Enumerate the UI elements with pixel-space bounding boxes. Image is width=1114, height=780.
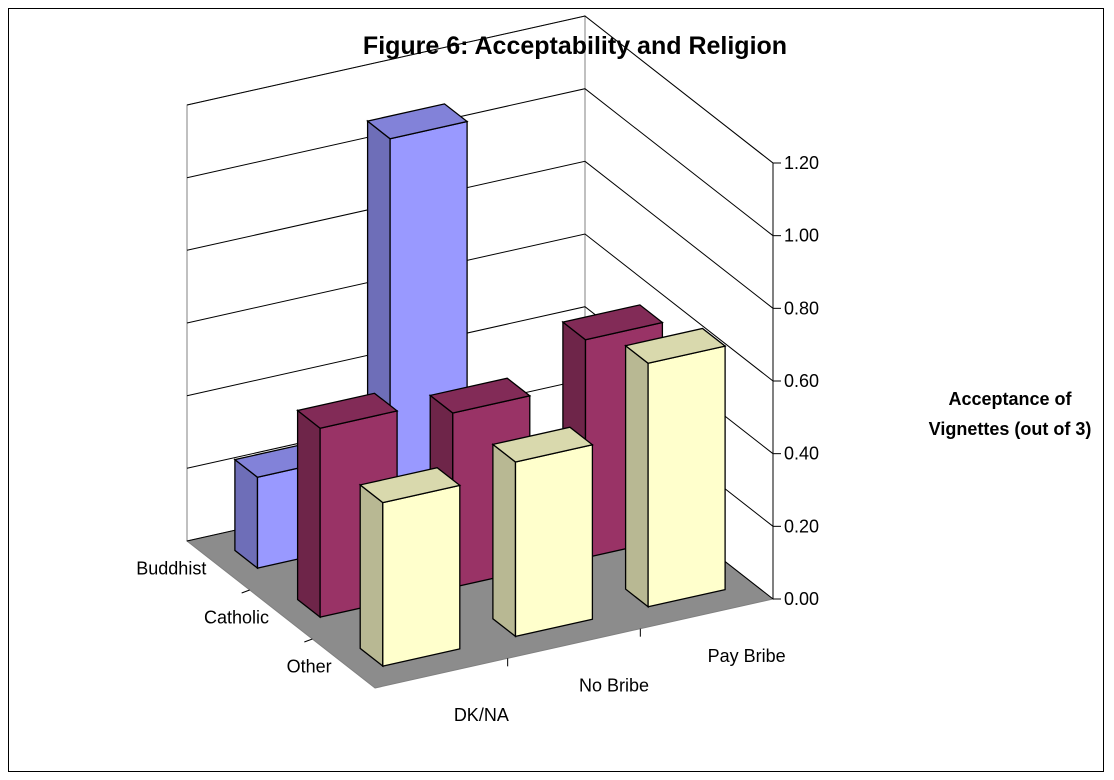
bar-top-face	[358, 466, 462, 504]
bar-front-face	[514, 443, 594, 638]
labels: 0.00 0.20 0.40 0.60 0.80 1.00 1.20 DK/NA No Brib…	[136, 153, 819, 725]
bars	[233, 103, 727, 668]
bar-side-face	[296, 409, 321, 619]
y-tick-label: 0.20	[784, 516, 819, 536]
bar-front-face	[382, 484, 461, 667]
z-tick-mark	[304, 638, 313, 643]
gridline	[186, 88, 774, 237]
gridline	[186, 233, 774, 382]
gridline	[186, 160, 774, 309]
y-tick-label: 0.60	[784, 371, 819, 391]
y-tick-label: 0.00	[784, 589, 819, 609]
z-tick-mark	[241, 589, 250, 594]
category-label: DK/NA	[454, 705, 509, 725]
series-label: Buddhist	[136, 559, 206, 579]
y-axis-label-line-1: Acceptance of	[948, 389, 1072, 409]
category-label: Pay Bribe	[708, 646, 786, 666]
series-label: Other	[287, 657, 332, 677]
y-axis-label-line-2: Vignettes (out of 3)	[929, 419, 1092, 439]
bar-side-face	[359, 483, 384, 668]
y-tick-label: 1.00	[784, 226, 819, 246]
bar-other-pay-bribe	[624, 327, 727, 609]
bar-side-face	[624, 344, 649, 609]
bar-top-face	[428, 377, 532, 414]
series-label: Catholic	[204, 608, 269, 628]
gridline	[186, 15, 774, 164]
bar-top-face	[561, 304, 664, 341]
category-label: No Bribe	[579, 676, 649, 696]
bar-top-face	[296, 392, 399, 429]
bar-side-face	[492, 443, 517, 638]
chart-title: Figure 6: Acceptability and Religion	[363, 32, 787, 60]
bar-top-face	[366, 103, 469, 140]
bar-other-dk-na	[358, 466, 462, 668]
bar-side-face	[234, 458, 259, 570]
bar-top-face	[624, 327, 727, 365]
y-tick-label: 1.20	[784, 153, 819, 173]
bar-other-no-bribe	[491, 426, 594, 638]
y-tick-label: 0.40	[784, 444, 819, 464]
bar-top-face	[491, 426, 594, 463]
y-tick-label: 0.80	[784, 298, 819, 318]
bar-front-face	[647, 345, 726, 608]
